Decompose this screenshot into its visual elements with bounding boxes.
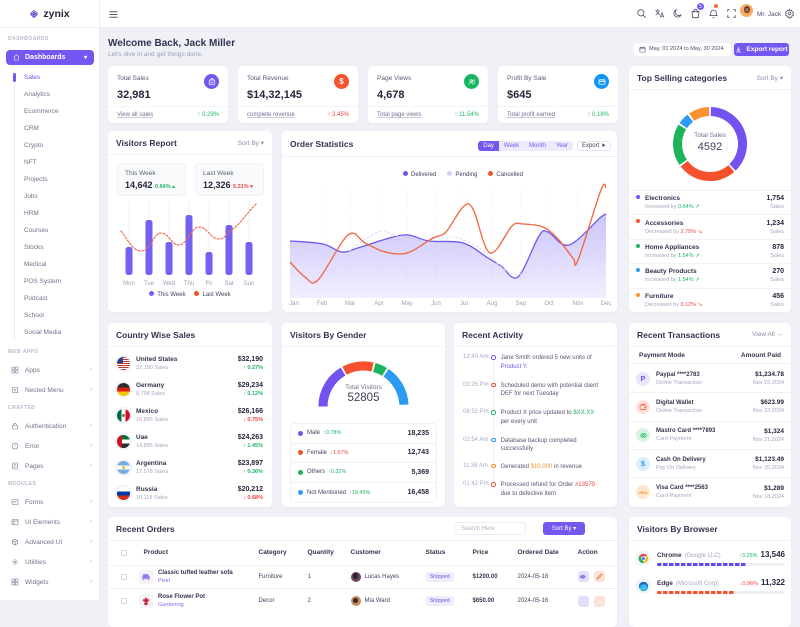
svg-text:Feb: Feb bbox=[317, 301, 328, 307]
svg-text:Jul: Jul bbox=[460, 301, 468, 307]
svg-text:Fri: Fri bbox=[206, 281, 213, 287]
svg-text:Mon: Mon bbox=[123, 281, 135, 287]
svg-text:Oct: Oct bbox=[544, 301, 554, 307]
svg-text:Wed: Wed bbox=[163, 281, 175, 287]
svg-text:Jan: Jan bbox=[289, 301, 299, 307]
svg-text:Tue: Tue bbox=[144, 281, 155, 287]
svg-text:Sat: Sat bbox=[224, 281, 233, 287]
svg-text:Jun: Jun bbox=[431, 301, 441, 307]
svg-text:Thu: Thu bbox=[184, 281, 194, 287]
svg-text:Sep: Sep bbox=[516, 301, 527, 307]
svg-text:Apr: Apr bbox=[374, 301, 383, 307]
svg-text:Aug: Aug bbox=[487, 301, 498, 307]
svg-text:Nov: Nov bbox=[573, 301, 584, 307]
svg-text:Mar: Mar bbox=[345, 301, 355, 307]
svg-text:Sun: Sun bbox=[244, 281, 255, 287]
svg-text:Dec: Dec bbox=[601, 301, 612, 307]
svg-text:May: May bbox=[401, 301, 412, 307]
